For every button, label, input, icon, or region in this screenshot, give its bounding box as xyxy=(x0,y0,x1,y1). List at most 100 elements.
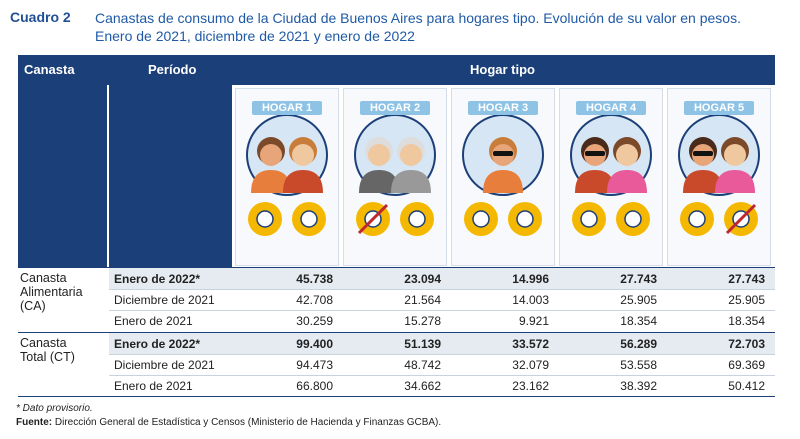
icon-shape xyxy=(300,210,318,228)
icon-shape xyxy=(493,151,513,156)
value: 33.572 xyxy=(512,337,549,351)
value: 18.354 xyxy=(728,314,765,328)
period: Enero de 2022* xyxy=(114,337,201,351)
source-label: Fuente: xyxy=(16,417,53,428)
value: 56.289 xyxy=(620,337,657,351)
group-name: Canasta xyxy=(20,271,67,285)
household-icon xyxy=(570,115,652,236)
icon-shape xyxy=(616,144,638,166)
group-name: (CA) xyxy=(20,299,46,313)
icon-shape xyxy=(251,170,291,193)
icon-shape xyxy=(357,203,389,235)
value: 23.094 xyxy=(404,272,441,286)
value: 34.662 xyxy=(404,379,441,393)
value: 32.079 xyxy=(512,358,549,372)
header-cell xyxy=(18,55,107,268)
icon-shape xyxy=(483,170,523,193)
footnote: * Dato provisorio. xyxy=(16,403,93,414)
icon-shape xyxy=(472,210,490,228)
icon-shape xyxy=(693,151,713,156)
source: Fuente: Dirección General de Estadística… xyxy=(16,417,441,428)
bottom-rule xyxy=(18,396,775,397)
column-header: Canasta xyxy=(24,62,75,77)
value: 30.259 xyxy=(296,314,333,328)
row-shade xyxy=(109,333,775,354)
row-rule xyxy=(109,310,775,311)
icon-shape xyxy=(283,170,323,193)
household-icon xyxy=(246,115,328,236)
table-title: Enero de 2021, diciembre de 2021 y enero… xyxy=(95,28,415,44)
icon-shape xyxy=(725,203,757,235)
value: 94.473 xyxy=(296,358,333,372)
row-rule xyxy=(109,289,775,290)
value: 69.369 xyxy=(728,358,765,372)
value: 45.738 xyxy=(296,272,333,286)
household-icon xyxy=(678,115,760,236)
household-label: HOGAR 5 xyxy=(684,101,754,115)
icon-shape xyxy=(683,170,723,193)
icon-shape xyxy=(292,144,314,166)
value: 66.800 xyxy=(296,379,333,393)
value: 53.558 xyxy=(620,358,657,372)
value: 50.412 xyxy=(728,379,765,393)
column-header: Período xyxy=(148,62,197,77)
icon-shape xyxy=(715,170,755,193)
value: 14.003 xyxy=(512,293,549,307)
row-rule xyxy=(109,354,775,355)
icon-shape xyxy=(400,144,422,166)
icon-shape xyxy=(607,170,647,193)
row-shade xyxy=(109,268,775,289)
value: 25.905 xyxy=(728,293,765,307)
value: 25.905 xyxy=(620,293,657,307)
period: Enero de 2021 xyxy=(114,379,193,393)
value: 48.742 xyxy=(404,358,441,372)
row-rule xyxy=(109,375,775,376)
value: 18.354 xyxy=(620,314,657,328)
header-cell xyxy=(109,55,232,268)
period: Diciembre de 2021 xyxy=(114,293,215,307)
icon-shape xyxy=(260,144,282,166)
icon-shape xyxy=(391,170,431,193)
household-label: HOGAR 2 xyxy=(360,101,430,115)
value: 38.392 xyxy=(620,379,657,393)
household-label: HOGAR 4 xyxy=(576,101,646,115)
value: 27.743 xyxy=(620,272,657,286)
icon-shape xyxy=(359,170,399,193)
value: 51.139 xyxy=(404,337,441,351)
value: 15.278 xyxy=(404,314,441,328)
icon-shape xyxy=(368,144,390,166)
icon-shape xyxy=(256,210,274,228)
household-label: HOGAR 1 xyxy=(252,101,322,115)
group-rule xyxy=(18,267,775,268)
period: Enero de 2021 xyxy=(114,314,193,328)
period: Enero de 2022* xyxy=(114,272,201,286)
value: 9.921 xyxy=(518,314,549,328)
value: 27.743 xyxy=(728,272,765,286)
icon-shape xyxy=(408,210,426,228)
value: 23.162 xyxy=(512,379,549,393)
group-name: Canasta xyxy=(20,336,67,350)
icon-shape xyxy=(516,210,534,228)
value: 14.996 xyxy=(512,272,549,286)
value: 72.703 xyxy=(728,337,765,351)
household-label: HOGAR 3 xyxy=(468,101,538,115)
group-rule xyxy=(18,332,775,333)
icon-shape xyxy=(585,151,605,156)
household-icon xyxy=(354,115,436,236)
icon-shape xyxy=(688,210,706,228)
icon-shape xyxy=(580,210,598,228)
icon-shape xyxy=(624,210,642,228)
table-title: Canastas de consumo de la Ciudad de Buen… xyxy=(95,10,741,26)
household-icon xyxy=(462,115,544,236)
value: 99.400 xyxy=(296,337,333,351)
table-label: Cuadro 2 xyxy=(10,9,71,25)
icon-shape xyxy=(724,144,746,166)
period: Diciembre de 2021 xyxy=(114,358,215,372)
group-name: Alimentaria xyxy=(20,285,83,299)
value: 42.708 xyxy=(296,293,333,307)
group-name: Total (CT) xyxy=(20,350,75,364)
source-text: Dirección General de Estadística y Censo… xyxy=(54,417,442,428)
icon-shape xyxy=(575,170,615,193)
value: 21.564 xyxy=(404,293,441,307)
